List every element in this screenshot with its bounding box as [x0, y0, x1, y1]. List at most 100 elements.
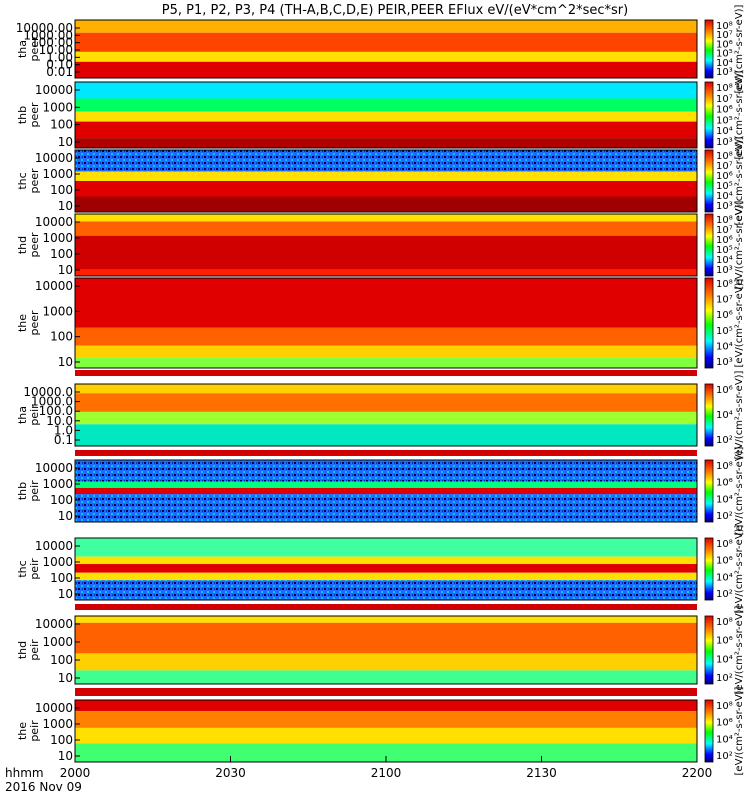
heatmap-band — [75, 580, 697, 600]
panel-frame — [74, 81, 698, 149]
y-tick-label: 10.00 — [39, 43, 73, 57]
heatmap-band — [75, 32, 697, 52]
species-label: peir — [28, 558, 41, 580]
species-label: peir — [28, 639, 41, 661]
probe-label: the — [16, 314, 29, 332]
heatmap-band — [75, 622, 697, 654]
panel-thb-peir: 10000 1000 100 10 thb peir 10⁸ 10⁶ 10⁴ 10² [eV/(cm… — [16, 446, 745, 535]
panel-frame — [74, 537, 698, 601]
colorbar-tick-label: 10⁶ — [716, 39, 733, 50]
colorbar-tick-label: 10⁵ — [716, 49, 733, 60]
species-label: peir — [28, 480, 41, 502]
x-tick-label: 2130 — [526, 766, 557, 780]
heatmap-band — [75, 111, 697, 122]
heatmap-band — [75, 556, 697, 565]
y-tick-label: 10 — [58, 199, 73, 213]
y-tick-label: 10000.0 — [23, 385, 73, 399]
y-tick-label: 100.0 — [39, 404, 73, 418]
species-label: peer — [28, 232, 41, 258]
y-tick-label: 1000.00 — [23, 28, 73, 42]
colorbar-tick-label: 10⁸ — [716, 279, 733, 290]
y-tick-label: 10 — [58, 671, 73, 685]
x-axis: 2000 2030 2100 2130 2200 — [60, 756, 713, 780]
colorbar-unit-label: [eV/(cm²-s-sr-eV)] — [734, 524, 745, 613]
heatmap-band — [75, 653, 697, 671]
colorbar-tick-label: 10⁶ — [716, 235, 733, 246]
heatmap-band — [75, 196, 697, 212]
colorbar — [704, 537, 714, 601]
colorbar-tick-label: 10⁸ — [716, 539, 733, 550]
probe-label: thc — [16, 560, 29, 577]
y-tick-label: 0.10 — [46, 58, 73, 72]
heatmap-band — [75, 487, 697, 495]
colorbar-tick-label: 10³ — [716, 357, 733, 368]
colorbar-unit-label: [eV/(cm²-s-sr-eV)] — [734, 278, 745, 367]
y-tick-label: 100 — [50, 571, 73, 585]
y-tick-label: 10 — [58, 749, 73, 763]
time-axis-label: hhmm — [5, 766, 44, 780]
y-tick-label: 1000 — [42, 635, 73, 649]
y-tick-label: 1000 — [42, 231, 73, 245]
y-tick-label: 10 — [58, 587, 73, 601]
colorbar — [704, 459, 714, 523]
species-label: peer — [28, 102, 41, 128]
y-tick-label: 1.00 — [46, 50, 73, 64]
colorbar-tick-label: 10⁴ — [716, 572, 733, 583]
colorbar — [704, 277, 714, 369]
colorbar-unit-label: [eV/(cm²-s-sr-eV)] — [734, 686, 745, 775]
colorbar-tick-label: 10² — [716, 435, 733, 446]
colorbar-tick-label: 10⁴ — [716, 58, 733, 69]
panel-the-peir: 10000 1000 100 10 the peir 10⁸ 10⁶ 10⁴ 10² [eV/(cm… — [16, 686, 745, 775]
heatmap-band — [75, 121, 697, 139]
y-tick-label: 100 — [50, 118, 73, 132]
y-tick-label: 10000 — [35, 83, 73, 97]
x-tick-label: 2200 — [682, 766, 713, 780]
x-tick-label: 2100 — [371, 766, 402, 780]
colorbar — [704, 615, 714, 685]
data-gap-bar — [75, 688, 697, 696]
y-tick-label: 10000.00 — [16, 21, 73, 35]
colorbar-tick-label: 10⁴ — [716, 494, 733, 505]
y-tick-label: 1000 — [42, 555, 73, 569]
data-gap-bar — [75, 450, 697, 456]
colorbar-tick-label: 10⁸ — [716, 617, 733, 628]
heatmap-band — [75, 538, 697, 557]
colorbar-unit-label: [eV/(cm²-s-sr-eV)] — [734, 70, 745, 159]
data-gap-bar — [75, 370, 697, 376]
y-tick-label: 10000 — [35, 215, 73, 229]
species-label: peir — [28, 720, 41, 742]
colorbar-tick-label: 10⁵ — [716, 245, 733, 256]
y-tick-label: 0.1 — [54, 433, 73, 447]
colorbar-tick-label: 10² — [716, 511, 733, 522]
heatmap-band — [75, 393, 697, 412]
y-tick-label: 100 — [50, 653, 73, 667]
x-tick-label: 2030 — [215, 766, 246, 780]
colorbar-tick-label: 10⁶ — [716, 171, 733, 182]
colorbar-unit-label: [eV/(cm²-s-sr-eV)] — [734, 605, 745, 694]
heatmap-band — [75, 494, 697, 522]
y-tick-label: 10000 — [35, 701, 73, 715]
colorbar-tick-label: 10⁸ — [716, 21, 733, 32]
y-tick-label: 10 — [58, 509, 73, 523]
panel-thc-peir: 10000 1000 100 10 thc peir 10⁸ 10⁶ 10⁴ 10² [eV/(cm… — [16, 524, 745, 613]
y-tick-label: 1000 — [42, 304, 73, 318]
heatmap-band — [75, 82, 697, 99]
heatmap-band — [75, 181, 697, 197]
colorbar — [704, 81, 714, 149]
heatmap-band — [75, 138, 697, 148]
colorbar-tick-label: 10⁷ — [716, 225, 733, 236]
heatmap-band — [75, 20, 697, 33]
colorbar-tick-label: 10⁴ — [716, 654, 733, 665]
heatmap-band — [75, 727, 697, 744]
colorbar-tick-label: 10⁷ — [716, 94, 733, 105]
colorbar-tick-label: 10⁶ — [716, 478, 733, 489]
colorbar-unit-label: [eV/(cm²-s-sr-eV)] — [734, 200, 745, 289]
heatmap-band — [75, 214, 697, 222]
y-tick-label: 1000.0 — [31, 395, 73, 409]
colorbar-unit-label: [eV/(cm²-s-sr-eV)] — [734, 446, 745, 535]
colorbar-tick-label: 10⁴ — [716, 410, 733, 421]
x-tick-label: 2000 — [60, 766, 91, 780]
